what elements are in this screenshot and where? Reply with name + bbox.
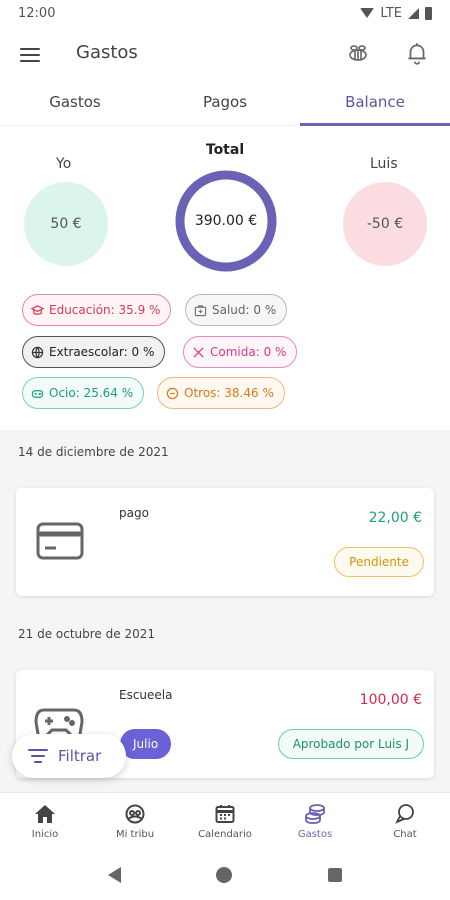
entries-list: 14 de diciembre de 2021 pago 22,00 € Pen… xyxy=(0,430,450,792)
category-label: Otros: 38.46 % xyxy=(184,386,274,400)
home-icon xyxy=(35,805,55,823)
tab-pagos[interactable]: Pagos xyxy=(202,93,248,111)
status-icons: LTE xyxy=(360,6,432,21)
entry-title: pago xyxy=(119,506,149,520)
gamepad-icon xyxy=(31,389,44,398)
left-person-name: Yo xyxy=(56,156,72,172)
nav-item-inicio[interactable]: Inicio xyxy=(0,793,90,850)
month-badge: Julio xyxy=(120,729,172,759)
category-label: Salud: 0 % xyxy=(212,303,277,317)
ball-icon xyxy=(31,346,44,358)
graduation-icon xyxy=(31,304,44,315)
entry-amount: 100,00 € xyxy=(359,692,422,708)
nav-label: Mi tribu xyxy=(115,829,155,840)
back-icon[interactable] xyxy=(107,867,121,883)
balance-summary: Yo 50 € Total 390.00 € Luis -50 € Educac… xyxy=(0,126,450,430)
category-chip-ocio[interactable]: Ocio: 25.64 % xyxy=(22,377,145,409)
gamepad-icon xyxy=(34,708,84,740)
category-label: Comida: 0 % xyxy=(210,345,287,359)
bee-icon[interactable] xyxy=(346,42,370,66)
nav-item-mi-tribu[interactable]: Mi tribu xyxy=(90,793,180,850)
dots-icon xyxy=(166,387,179,399)
network-label: LTE xyxy=(380,5,402,21)
app-bar: Gastos xyxy=(0,26,450,82)
nav-item-gastos[interactable]: Gastos xyxy=(270,793,360,850)
nav-label: Calendario xyxy=(198,829,252,840)
total-ring xyxy=(175,170,277,272)
signal-icon xyxy=(408,7,419,19)
status-time: 12:00 xyxy=(18,5,56,21)
page-title: Gastos xyxy=(76,42,138,63)
home-button-icon[interactable] xyxy=(216,867,233,883)
menu-icon[interactable] xyxy=(20,48,40,62)
medkit-icon xyxy=(194,304,207,316)
filter-icon xyxy=(28,749,48,763)
total-amount: 390.00 € xyxy=(194,213,258,229)
category-chip-extraescolar[interactable]: Extraescolar: 0 % xyxy=(22,336,166,368)
coins-icon xyxy=(305,804,325,824)
chat-icon xyxy=(395,804,414,824)
filter-label: Filtrar xyxy=(58,747,102,765)
wifi-icon xyxy=(360,8,375,18)
battery-icon xyxy=(425,6,432,20)
recent-apps-icon[interactable] xyxy=(328,868,343,882)
nav-item-calendario[interactable]: Calendario xyxy=(180,793,270,850)
date-header: 14 de diciembre de 2021 xyxy=(18,445,169,459)
calendar-icon xyxy=(215,805,235,823)
left-balance-circle: 50 € xyxy=(24,182,108,266)
date-header: 21 de octubre de 2021 xyxy=(18,627,155,641)
bottom-nav: Inicio Mi tribu Calendario Gastos Chat xyxy=(0,792,450,850)
system-nav-bar xyxy=(0,850,450,900)
nav-item-chat[interactable]: Chat xyxy=(360,793,450,850)
category-label: Extraescolar: 0 % xyxy=(49,345,155,359)
nav-label: Chat xyxy=(393,829,417,840)
right-balance-circle: -50 € xyxy=(343,182,427,266)
category-label: Educación: 35.9 % xyxy=(49,303,161,317)
bell-icon[interactable] xyxy=(404,40,430,66)
status-badge: Pendiente xyxy=(334,547,424,577)
category-label: Ocio: 25.64 % xyxy=(49,386,134,400)
tab-balance[interactable]: Balance xyxy=(300,82,450,126)
credit-card-icon xyxy=(36,522,84,560)
status-bar: 12:00 LTE xyxy=(0,0,450,26)
entry-title: Escueela xyxy=(119,688,173,702)
category-chip-educacion[interactable]: Educación: 35.9 % xyxy=(22,294,172,326)
nav-label: Inicio xyxy=(31,829,59,840)
tab-gastos[interactable]: Gastos xyxy=(49,93,101,111)
total-label: Total xyxy=(205,142,245,158)
nav-label: Gastos xyxy=(297,829,333,840)
category-chip-comida[interactable]: Comida: 0 % xyxy=(183,336,298,368)
category-chip-salud[interactable]: Salud: 0 % xyxy=(185,294,288,326)
tribe-icon xyxy=(125,804,145,824)
entry-card[interactable]: pago 22,00 € Pendiente xyxy=(16,488,434,596)
cutlery-icon xyxy=(193,346,204,358)
right-person-name: Luis xyxy=(370,156,398,172)
category-chip-otros[interactable]: Otros: 38.46 % xyxy=(157,377,285,409)
filter-button[interactable]: Filtrar xyxy=(12,734,126,778)
entry-card[interactable]: Escueela 100,00 € Julio Aprobado por Lui… xyxy=(16,670,434,778)
status-badge: Aprobado por Luis J xyxy=(277,729,424,759)
tab-bar: Gastos Pagos Balance xyxy=(0,82,450,126)
entry-amount: 22,00 € xyxy=(368,510,422,526)
